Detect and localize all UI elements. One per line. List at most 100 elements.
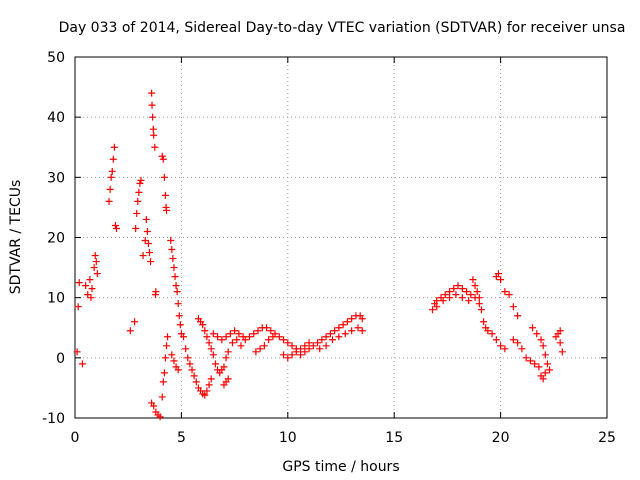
data-point	[450, 285, 458, 293]
data-point	[171, 273, 179, 281]
data-point	[309, 342, 317, 350]
data-point	[160, 173, 168, 181]
data-point	[535, 363, 543, 371]
plot-frame	[74, 56, 608, 419]
data-point	[284, 354, 292, 362]
data-point	[269, 333, 277, 341]
data-point	[514, 312, 522, 320]
data-point	[328, 336, 336, 344]
data-point	[180, 333, 188, 341]
data-point	[335, 333, 343, 341]
data-point	[141, 237, 149, 245]
data-point	[446, 294, 454, 302]
data-point	[207, 345, 215, 353]
data-point	[158, 152, 166, 160]
data-point	[473, 288, 481, 296]
data-point	[441, 291, 449, 299]
data-point	[184, 354, 192, 362]
data-point	[452, 291, 460, 299]
data-point	[501, 345, 509, 353]
data-point	[131, 318, 139, 326]
data-point	[505, 291, 513, 299]
data-point	[245, 333, 253, 341]
y-tick-label: 10	[47, 291, 65, 307]
data-point	[533, 330, 541, 338]
data-point	[91, 252, 99, 260]
data-point	[288, 351, 296, 359]
x-tick-label: 25	[598, 430, 616, 446]
data-point	[467, 291, 475, 299]
data-point	[509, 303, 517, 311]
data-point	[263, 324, 271, 332]
data-point	[241, 336, 249, 344]
data-point	[169, 255, 177, 263]
data-point	[348, 315, 356, 323]
data-point	[526, 357, 534, 365]
data-point	[539, 375, 547, 383]
data-point	[148, 89, 156, 97]
data-point	[211, 360, 219, 368]
data-point	[488, 330, 496, 338]
data-point	[93, 270, 101, 278]
data-point	[339, 321, 347, 329]
data-points	[73, 89, 566, 421]
data-point	[186, 360, 194, 368]
data-point	[439, 297, 447, 305]
data-point	[88, 285, 96, 293]
data-point	[160, 369, 168, 377]
data-point	[188, 366, 196, 374]
data-point	[358, 315, 366, 323]
data-point	[235, 330, 243, 338]
data-point	[343, 318, 351, 326]
data-point	[144, 240, 152, 248]
data-point	[222, 333, 230, 341]
data-point	[132, 224, 140, 232]
data-point	[161, 191, 169, 199]
data-point	[82, 282, 90, 290]
data-point	[137, 176, 145, 184]
data-point	[203, 387, 211, 395]
data-point	[546, 366, 554, 374]
data-point	[159, 378, 167, 386]
y-tick-label: 20	[47, 231, 65, 247]
data-point	[433, 303, 441, 311]
data-point	[170, 264, 178, 272]
data-point	[556, 327, 564, 335]
data-point	[133, 209, 141, 217]
data-point	[192, 378, 200, 386]
data-point	[152, 288, 160, 296]
data-point	[205, 381, 213, 389]
data-point	[150, 131, 158, 139]
data-point	[87, 294, 95, 302]
data-point	[429, 306, 437, 314]
data-point	[322, 342, 330, 350]
data-point	[233, 336, 241, 344]
data-point	[151, 143, 159, 151]
data-point	[126, 327, 134, 335]
y-tick-label: -10	[42, 411, 65, 427]
data-point	[477, 306, 485, 314]
data-point	[475, 294, 483, 302]
data-point	[158, 393, 166, 401]
data-point	[480, 318, 488, 326]
x-axis-label: GPS time / hours	[282, 459, 399, 475]
data-point	[107, 173, 115, 181]
data-point	[205, 339, 213, 347]
data-point	[220, 363, 228, 371]
data-point	[109, 155, 117, 163]
data-point	[106, 185, 114, 193]
data-point	[174, 366, 182, 374]
data-point	[529, 324, 537, 332]
data-point	[224, 348, 232, 356]
data-point	[537, 336, 545, 344]
data-point	[301, 348, 309, 356]
data-point	[458, 285, 466, 293]
data-point	[265, 336, 273, 344]
data-point	[297, 351, 305, 359]
data-point	[201, 327, 209, 335]
data-point	[201, 391, 209, 399]
x-tick-label: 20	[492, 430, 510, 446]
data-point	[539, 342, 547, 350]
data-point	[224, 375, 232, 383]
data-point	[73, 348, 81, 356]
